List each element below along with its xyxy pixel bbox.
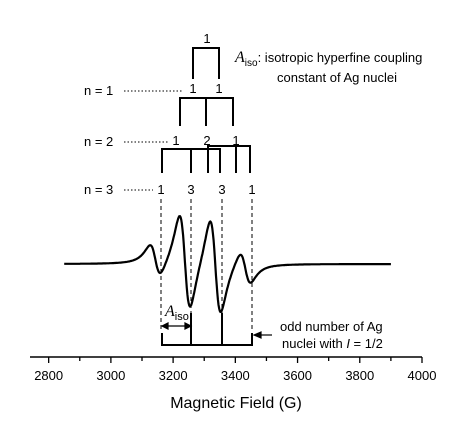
- tree-label-n3-b: 3: [187, 182, 194, 197]
- odd-line2-prefix: nuclei with: [282, 336, 346, 351]
- x-axis-title: Magnetic Field (G): [170, 395, 302, 412]
- tree-label-n3-a: 1: [157, 182, 164, 197]
- aiso-bottom-symbol: A: [164, 303, 175, 320]
- aiso-arrow-left-head: [160, 322, 169, 330]
- tree-level-1: [179, 97, 234, 126]
- level-label-n1: n = 1: [84, 83, 113, 98]
- x-axis: 2800 3000 3200 3400 3600 3800 4000: [30, 356, 437, 383]
- bracket-lines: [161, 313, 253, 346]
- aiso-arrow: [160, 322, 193, 330]
- level-label-n2: n = 2: [84, 134, 113, 149]
- x-tick-label: 3600: [283, 368, 312, 383]
- odd-arrow-head: [252, 331, 262, 339]
- x-tick-label: 3400: [221, 368, 250, 383]
- dotted-leaders: [124, 90, 183, 191]
- splitting-tree: [161, 47, 251, 173]
- x-tick-label: 4000: [408, 368, 437, 383]
- tree-level-2b: [207, 145, 251, 173]
- aiso-line2: constant of Ag nuclei: [277, 70, 397, 85]
- aiso-arrow-right-head: [184, 322, 193, 330]
- tree-level-2a: [161, 148, 221, 173]
- level-labels: n = 1 n = 2 n = 3: [84, 83, 113, 197]
- tree-label-n2-a: 1: [172, 133, 179, 148]
- odd-line1: odd number of Ag: [280, 319, 383, 334]
- tree-label-n2-b: 2: [203, 133, 210, 148]
- tree-label-n2-c: 1: [232, 133, 239, 148]
- x-tick-label: 3800: [345, 368, 374, 383]
- x-tick-label: 3000: [96, 368, 125, 383]
- dashed-guides: [160, 199, 253, 330]
- level-label-n3: n = 3: [84, 182, 113, 197]
- odd-line2-italic: I: [346, 336, 350, 351]
- spectrum-line: [64, 215, 391, 314]
- bottom-bracket: [161, 313, 253, 346]
- tree-label-n3-d: 1: [248, 182, 255, 197]
- aiso-line1: : isotropic hyperfine coupling: [258, 50, 423, 65]
- tree-label-n1-b: 1: [215, 81, 222, 96]
- tree-label-n1-a: 1: [189, 81, 196, 96]
- tree-intensity-labels: 1 1 1 1 2 1 1 3 3 1: [157, 31, 255, 197]
- x-tick-label: 2800: [34, 368, 63, 383]
- x-tick-label: 3200: [159, 368, 188, 383]
- aiso-bottom-label: Aiso: [164, 303, 189, 323]
- tree-label-top: 1: [203, 31, 210, 46]
- odd-line2: nuclei with I = 1/2: [282, 336, 383, 351]
- aiso-bottom-subscript: iso: [175, 311, 189, 323]
- odd-arrow: [252, 331, 272, 339]
- tree-label-n3-c: 3: [218, 182, 225, 197]
- tree-level-0: [192, 47, 220, 79]
- aiso-subscript: iso: [245, 58, 258, 69]
- aiso-symbol: A: [234, 49, 245, 66]
- odd-line2-suffix: = 1/2: [350, 336, 383, 351]
- aiso-annotation: Aiso: isotropic hyperfine coupling: [234, 49, 422, 69]
